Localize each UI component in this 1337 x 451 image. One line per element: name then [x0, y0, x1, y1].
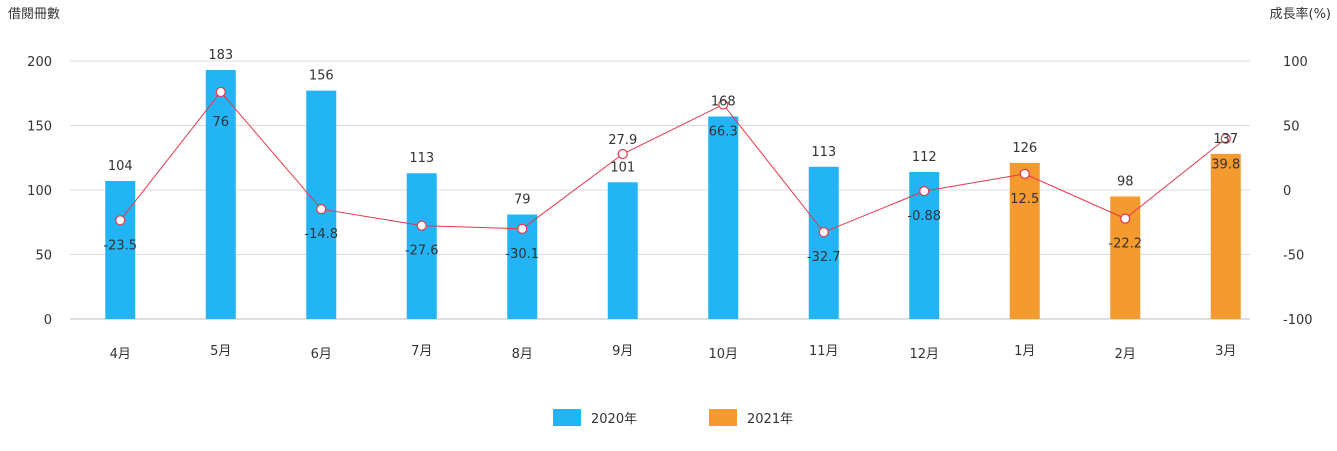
- x-tick-label: 6月: [311, 347, 332, 362]
- growth-rate-point: [1120, 213, 1131, 224]
- growth-rate-label: -30.1: [505, 247, 539, 262]
- legend-swatch: [553, 409, 581, 426]
- x-tick-label: 7月: [411, 344, 432, 359]
- bar-value-label: 101: [610, 160, 635, 175]
- bar: [708, 116, 739, 319]
- growth-rate-point: [818, 227, 829, 238]
- growth-rate-point: [1019, 168, 1030, 179]
- growth-rate-label: 76: [212, 115, 229, 130]
- bar: [205, 70, 236, 319]
- growth-rate-point: [617, 148, 628, 160]
- x-tick-label: 12月: [909, 347, 939, 362]
- growth-rate-label: 12.5: [1010, 192, 1039, 207]
- growth-rate-label: 39.8: [1211, 158, 1240, 173]
- x-tick-label: 3月: [1215, 344, 1236, 359]
- y2-tick-label: -100: [1283, 313, 1313, 328]
- growth-rate-label: -14.8: [304, 227, 338, 242]
- bar: [105, 180, 136, 319]
- y2-tick-label: -50: [1283, 249, 1304, 264]
- bar: [1210, 153, 1241, 319]
- bar-value-label: 168: [711, 94, 736, 109]
- y-axis-title: 借閱冊數: [8, 7, 60, 22]
- bar: [406, 173, 437, 319]
- gridlines: [70, 60, 1250, 320]
- legend-label: 2020年: [591, 412, 637, 427]
- y-tick-label: 200: [27, 55, 52, 70]
- growth-rate-point: [1220, 133, 1231, 144]
- x-tick-label: 11月: [809, 344, 839, 359]
- x-tick-label: 1月: [1014, 344, 1035, 359]
- growth-rate-label: 27.9: [608, 133, 637, 148]
- x-tick-label: 2月: [1115, 347, 1136, 362]
- y-tick-label: 0: [44, 313, 52, 328]
- data-labels: 104 183 156 113 79 101 168 113 112 126 98 137 -23.5 7…: [103, 48, 1240, 265]
- growth-rate-point: [919, 186, 930, 197]
- bar-value-label: 156: [309, 69, 334, 84]
- bar-value-label: 98: [1117, 174, 1134, 189]
- x-tick-label: 4月: [110, 347, 131, 362]
- growth-rate-point: [316, 203, 327, 215]
- bar-value-label: 137: [1213, 132, 1238, 147]
- legend-label: 2021年: [747, 412, 793, 427]
- y2-tick-label: 100: [1283, 55, 1308, 70]
- legend: 2020年 2021年: [553, 409, 793, 427]
- growth-rate-polyline: [119, 91, 1227, 233]
- growth-rate-label: -22.2: [1108, 237, 1142, 252]
- growth-rate-label: 66.3: [709, 124, 738, 139]
- bar: [909, 171, 940, 319]
- x-tick-label: 9月: [612, 344, 633, 359]
- bar-value-label: 126: [1012, 141, 1037, 156]
- growth-rate-line: [115, 86, 1231, 238]
- bar-value-label: 113: [409, 151, 434, 166]
- growth-rate-point: [517, 223, 528, 234]
- x-tick-label: 10月: [708, 347, 738, 362]
- growth-rate-label: -27.6: [405, 244, 439, 259]
- growth-rate-point: [718, 99, 729, 110]
- y-tick-label: 150: [27, 120, 52, 135]
- bar-value-label: 104: [108, 159, 133, 174]
- growth-rate-point: [215, 86, 226, 98]
- growth-rate-label: -23.5: [103, 238, 137, 253]
- growth-rate-point: [416, 220, 427, 231]
- y-tick-label: 50: [35, 249, 52, 264]
- bar-value-label: 113: [811, 145, 836, 160]
- bar: [607, 182, 638, 319]
- axes: 0 -100 50 -50 100 0 150 50 200 100 4月 5月 6月 7月 8月 9月 10月…: [27, 55, 1312, 362]
- bar: [1009, 162, 1040, 319]
- bar: [808, 166, 839, 319]
- y-tick-label: 100: [27, 184, 52, 199]
- y2-tick-label: 50: [1283, 120, 1300, 135]
- legend-swatch: [709, 409, 737, 426]
- growth-rate-label: -32.7: [807, 250, 841, 265]
- x-tick-label: 5月: [210, 344, 231, 359]
- growth-rate-label: -0.88: [907, 209, 941, 224]
- growth-rate-point: [115, 215, 126, 226]
- bar-value-label: 183: [208, 48, 233, 63]
- x-tick-label: 8月: [512, 347, 533, 362]
- bar-value-label: 79: [514, 193, 531, 208]
- bar-value-label: 112: [912, 150, 937, 165]
- y2-axis-title: 成長率(%): [1270, 6, 1332, 22]
- y2-tick-label: 0: [1283, 184, 1291, 199]
